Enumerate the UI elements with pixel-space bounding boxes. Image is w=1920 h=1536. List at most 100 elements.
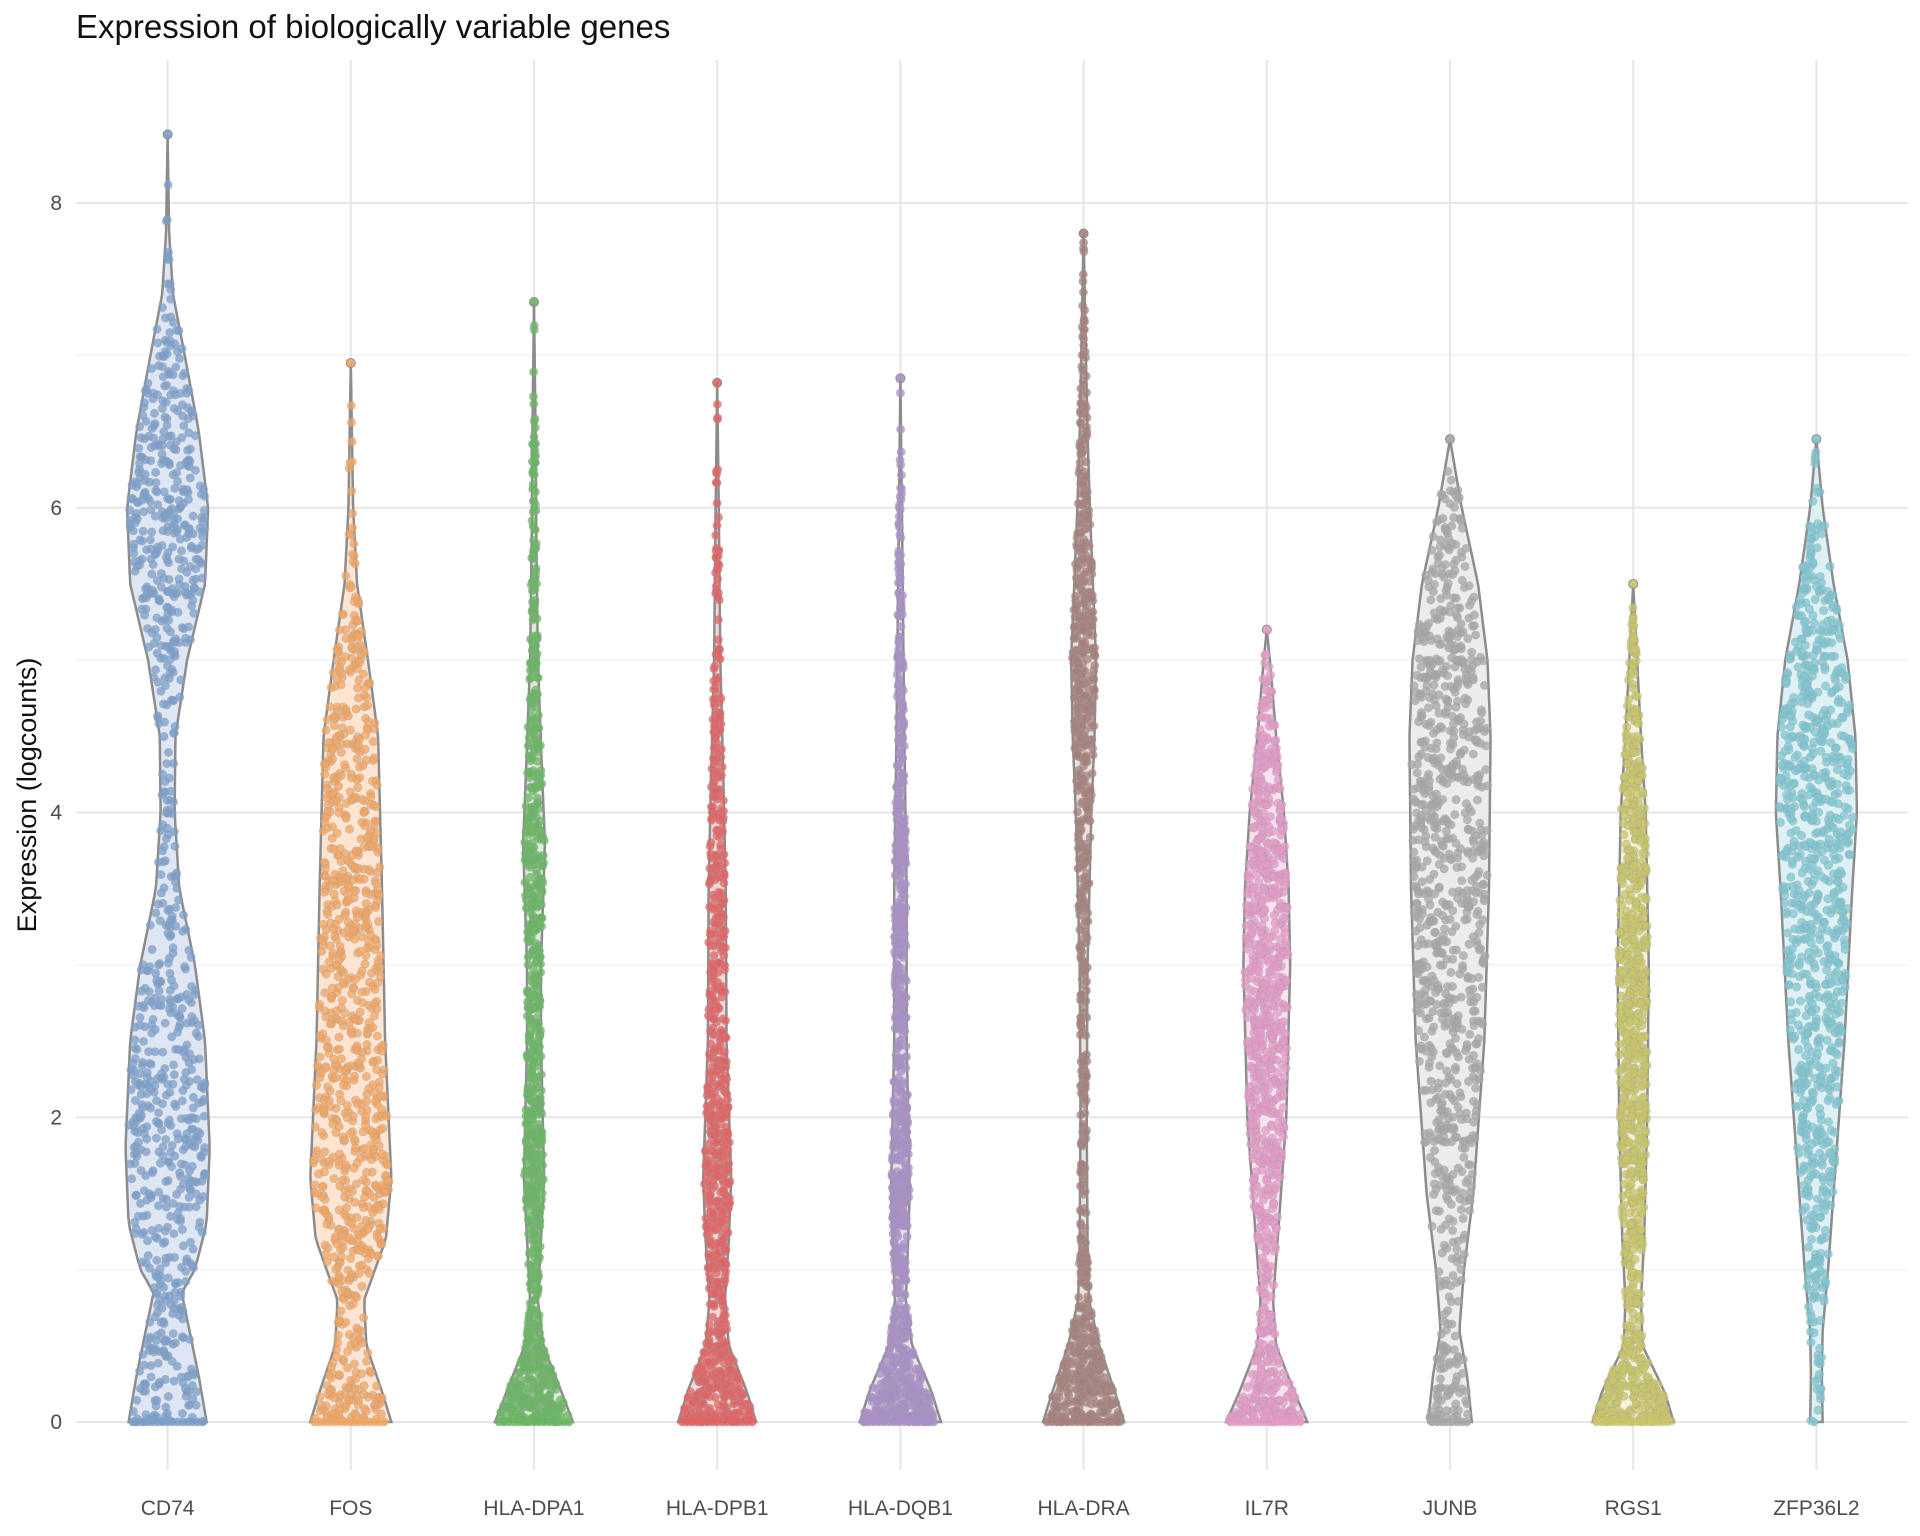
data-point: [334, 1315, 344, 1325]
data-point: [184, 1400, 195, 1410]
data-point: [161, 397, 171, 407]
data-point: [897, 1173, 907, 1183]
data-point: [163, 1157, 173, 1167]
data-point: [900, 1138, 910, 1148]
data-point: [894, 649, 904, 659]
data-point: [332, 828, 342, 838]
data-point: [176, 1287, 186, 1297]
data-point: [167, 915, 177, 925]
data-point: [319, 1095, 329, 1105]
data-point: [527, 837, 538, 848]
violin-hla-dpa1: [493, 297, 575, 1427]
data-point: [168, 1309, 178, 1319]
data-point: [156, 826, 166, 836]
data-point: [167, 1356, 177, 1367]
data-point: [165, 654, 175, 665]
data-point: [334, 1032, 344, 1042]
data-point: [334, 808, 344, 818]
zero-point: [564, 1417, 574, 1427]
data-point: [163, 251, 173, 261]
data-point: [898, 1254, 908, 1264]
data-point: [524, 829, 534, 839]
data-point: [341, 571, 351, 581]
data-point: [711, 477, 721, 488]
data-point: [536, 913, 547, 923]
data-point: [360, 683, 370, 693]
data-point: [325, 702, 335, 712]
data-point: [523, 819, 534, 829]
data-point: [168, 948, 178, 958]
data-point: [719, 1056, 729, 1067]
data-point: [896, 470, 906, 480]
data-point: [903, 1318, 913, 1328]
data-point: [130, 1095, 140, 1106]
data-point: [198, 1191, 209, 1202]
data-point: [178, 1086, 188, 1096]
data-point: [716, 851, 727, 861]
data-point: [523, 792, 534, 803]
data-point: [149, 672, 159, 682]
data-point: [334, 625, 345, 635]
data-point: [132, 1395, 142, 1405]
data-point: [893, 664, 903, 674]
data-point: [716, 1105, 726, 1115]
data-point: [334, 1205, 344, 1215]
data-point: [895, 675, 905, 685]
data-point: [153, 500, 163, 510]
data-point: [336, 856, 346, 866]
data-point: [526, 919, 537, 929]
data-point: [340, 1066, 350, 1076]
data-point: [525, 1087, 535, 1097]
data-point: [711, 530, 721, 540]
violin-hla-dqb1: [858, 373, 943, 1427]
data-point: [191, 1132, 201, 1142]
data-point: [360, 730, 371, 740]
data-point: [191, 544, 201, 555]
data-point: [178, 1378, 188, 1388]
data-point: [713, 635, 724, 645]
data-point: [181, 590, 192, 600]
data-point: [691, 1368, 701, 1379]
data-point: [361, 908, 372, 918]
data-point: [347, 486, 357, 496]
data-point: [372, 1381, 382, 1391]
data-point: [175, 580, 185, 590]
data-point: [190, 989, 200, 1000]
data-point: [163, 180, 173, 190]
data-point: [889, 1338, 899, 1348]
data-point: [712, 399, 722, 409]
data-point: [702, 1229, 712, 1240]
data-point: [315, 1031, 325, 1041]
data-point: [327, 983, 337, 993]
data-point: [151, 908, 161, 918]
data-point: [525, 773, 535, 783]
data-point: [352, 631, 363, 641]
data-point: [529, 399, 539, 409]
data-point: [138, 1057, 148, 1067]
data-point: [341, 704, 351, 714]
data-point: [159, 787, 169, 797]
data-point: [164, 1004, 175, 1014]
data-point: [327, 754, 338, 764]
data-point: [536, 967, 546, 977]
data-point: [349, 1359, 360, 1369]
max-point: [712, 377, 723, 388]
data-point: [892, 760, 902, 771]
data-point: [194, 587, 204, 597]
data-point: [151, 1335, 161, 1346]
max-point: [895, 373, 906, 384]
data-point: [894, 1400, 905, 1411]
data-point: [153, 899, 163, 909]
data-point: [896, 597, 906, 607]
data-point: [158, 513, 168, 523]
data-point: [383, 1176, 393, 1186]
data-point: [323, 1243, 333, 1253]
data-point: [711, 860, 722, 870]
data-point: [898, 860, 908, 871]
data-point: [902, 1231, 912, 1242]
data-point: [151, 1289, 161, 1299]
data-point: [712, 498, 722, 508]
data-point: [709, 950, 719, 960]
data-point: [337, 1175, 348, 1185]
data-point: [348, 982, 358, 993]
